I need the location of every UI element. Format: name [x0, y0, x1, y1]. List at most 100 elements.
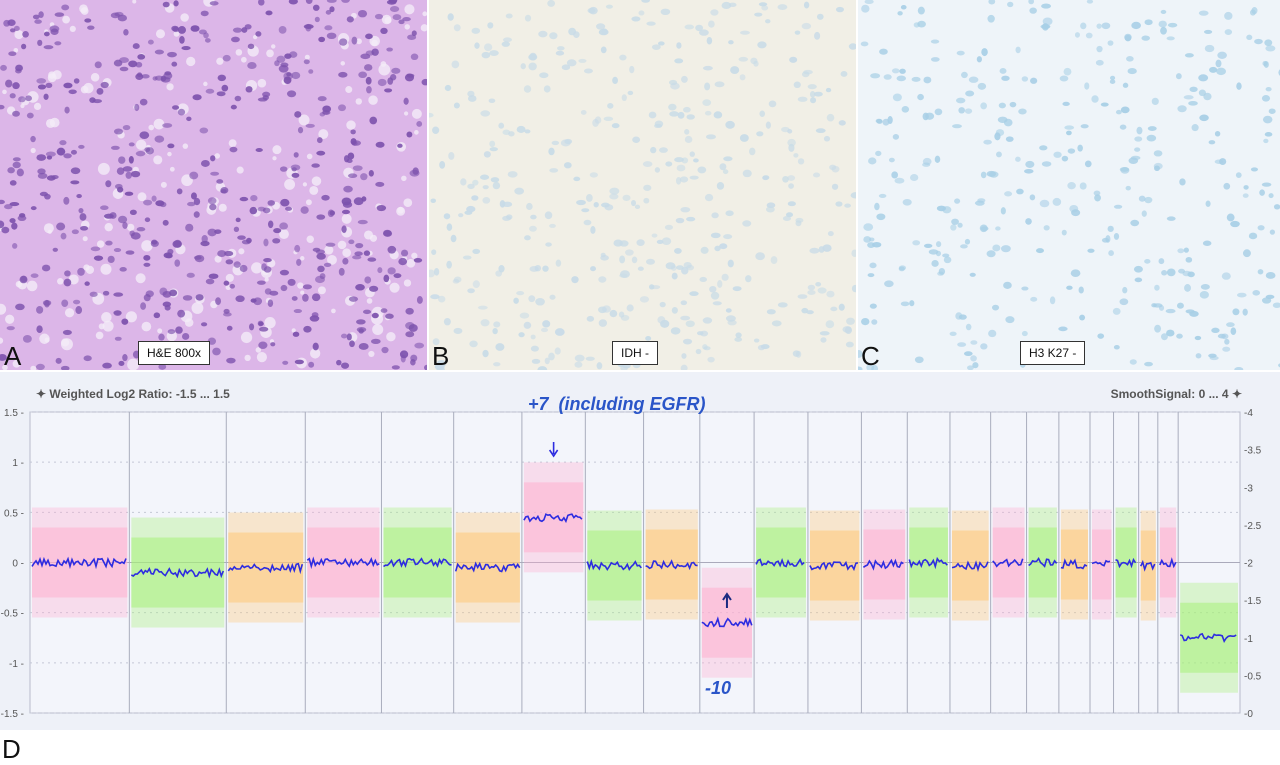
- nucleus: [682, 338, 693, 345]
- nucleus: [448, 151, 455, 160]
- vacuole: [12, 359, 21, 368]
- nucleus: [639, 296, 650, 303]
- vacuole: [153, 155, 163, 165]
- nucleus: [177, 309, 186, 318]
- nucleus: [122, 354, 128, 362]
- nucleus: [308, 69, 314, 74]
- nucleus: [141, 74, 150, 79]
- nucleus: [443, 213, 451, 220]
- nucleus: [84, 281, 90, 286]
- nucleus: [200, 240, 210, 247]
- nucleus: [660, 8, 671, 16]
- nucleus: [922, 112, 929, 121]
- nucleus: [874, 202, 880, 211]
- nucleus: [1097, 333, 1105, 339]
- nucleus: [648, 284, 655, 290]
- nucleus: [1030, 296, 1038, 302]
- nucleus: [1115, 109, 1122, 115]
- y2-tick-label: -2: [1244, 559, 1253, 570]
- nucleus: [383, 274, 390, 283]
- nucleus: [934, 155, 941, 163]
- vacuole: [396, 206, 406, 216]
- nucleus: [868, 157, 877, 165]
- nucleus: [1198, 89, 1206, 97]
- nucleus: [1158, 20, 1167, 28]
- nucleus: [681, 157, 689, 164]
- nucleus: [430, 198, 436, 204]
- nucleus: [43, 93, 49, 100]
- nucleus: [498, 264, 505, 273]
- nucleus: [283, 72, 293, 80]
- nucleus: [766, 309, 776, 315]
- nucleus: [1202, 240, 1212, 246]
- nucleus: [71, 229, 79, 235]
- nucleus: [835, 6, 844, 13]
- nucleus: [493, 321, 501, 328]
- nucleus: [245, 86, 253, 93]
- nucleus: [1053, 151, 1062, 158]
- nucleus: [609, 187, 620, 195]
- y-tick-label: 1 -: [12, 458, 24, 469]
- nucleus: [305, 123, 315, 128]
- nucleus: [1272, 302, 1280, 309]
- nucleus: [1265, 87, 1272, 92]
- y-tick-label: -0.5 -: [1, 609, 24, 620]
- nucleus: [980, 171, 987, 179]
- nucleus: [1199, 291, 1209, 299]
- nucleus: [162, 123, 173, 128]
- nucleus: [912, 240, 921, 246]
- nucleus: [1217, 333, 1226, 339]
- nucleus: [358, 343, 369, 350]
- nucleus: [524, 129, 531, 134]
- nucleus: [61, 4, 70, 11]
- vacuole: [272, 156, 277, 161]
- vacuole: [420, 24, 427, 32]
- nucleus: [481, 51, 491, 59]
- nucleus: [279, 166, 288, 172]
- nucleus: [347, 173, 358, 179]
- nucleus: [888, 157, 895, 163]
- nucleus: [318, 36, 326, 43]
- nucleus: [659, 301, 666, 308]
- nucleus: [1183, 95, 1194, 100]
- nucleus: [339, 38, 348, 46]
- nucleus: [303, 325, 312, 333]
- nucleus: [528, 62, 537, 71]
- vacuole: [244, 354, 251, 362]
- nucleus: [41, 264, 51, 272]
- nucleus: [1144, 19, 1153, 26]
- nucleus: [899, 68, 906, 74]
- nucleus: [1203, 29, 1213, 34]
- nucleus: [1268, 108, 1276, 114]
- nucleus: [676, 42, 682, 49]
- nucleus: [548, 147, 555, 156]
- nucleus: [1096, 23, 1102, 29]
- nucleus: [806, 310, 814, 315]
- nucleus: [237, 235, 246, 240]
- vacuole: [15, 280, 23, 288]
- nucleus: [539, 72, 549, 79]
- nucleus: [704, 193, 714, 202]
- nucleus: [937, 271, 944, 276]
- nucleus: [229, 146, 238, 153]
- nucleus: [1191, 124, 1199, 132]
- nucleus: [429, 112, 434, 118]
- nucleus: [52, 247, 59, 252]
- nucleus: [255, 31, 262, 37]
- nucleus: [1264, 132, 1273, 137]
- signal-band-inner: [645, 529, 698, 600]
- nucleus: [822, 244, 832, 252]
- nucleus: [544, 357, 550, 365]
- nucleus: [154, 49, 165, 55]
- nucleus: [362, 309, 372, 315]
- nucleus: [356, 319, 366, 325]
- nucleus: [480, 319, 490, 327]
- right-axis-title: SmoothSignal: 0 ... 4 ✦: [1110, 387, 1242, 401]
- signal-band-inner: [1140, 530, 1156, 601]
- vacuole: [13, 47, 19, 53]
- nucleus: [122, 166, 133, 172]
- nucleus: [977, 82, 987, 90]
- nucleus: [287, 278, 296, 286]
- nucleus: [458, 213, 464, 218]
- nucleus: [62, 329, 72, 336]
